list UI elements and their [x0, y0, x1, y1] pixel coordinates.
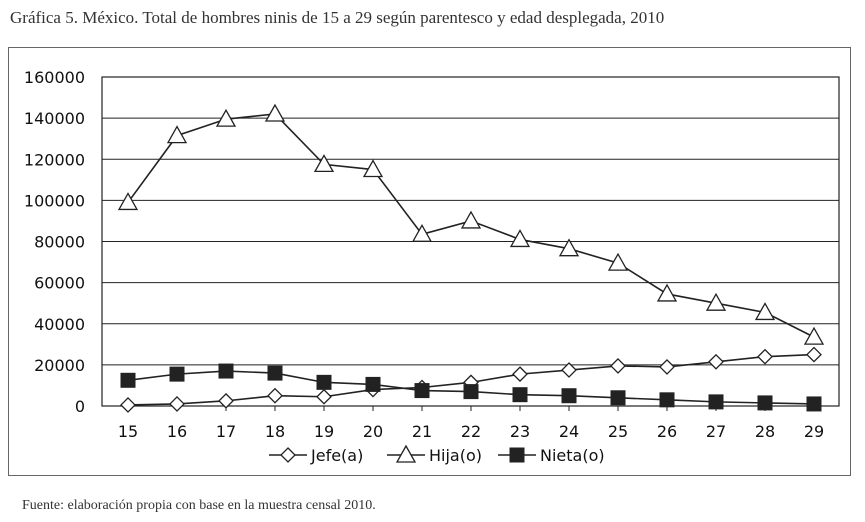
legend-marker	[395, 444, 417, 463]
data-point	[463, 384, 479, 400]
data-point	[512, 387, 528, 403]
data-point	[708, 353, 724, 370]
data-point	[806, 346, 822, 363]
data-point	[117, 192, 139, 211]
data-point	[659, 359, 675, 375]
legend-marker	[509, 447, 525, 463]
x-tick-label: 18	[265, 422, 285, 441]
data-point	[705, 292, 727, 311]
data-point	[757, 348, 773, 365]
data-point	[561, 388, 577, 404]
x-tick-label: 24	[559, 422, 579, 441]
y-tick-label: 140000	[24, 109, 85, 128]
data-point	[561, 362, 577, 378]
data-point	[215, 108, 237, 127]
y-tick-label: 80000	[34, 233, 85, 252]
legend-item: Jefe(a)	[269, 446, 363, 465]
legend: Jefe(a) Hija(o) Nieta(o)	[269, 444, 605, 465]
y-tick-label: 60000	[34, 274, 85, 293]
x-tick-label: 17	[216, 422, 236, 441]
data-point	[558, 238, 580, 257]
legend-item: Hija(o)	[387, 444, 482, 465]
data-point	[166, 125, 188, 144]
data-point	[512, 366, 528, 383]
x-tick-label: 29	[804, 422, 824, 441]
x-tick-label: 22	[461, 422, 481, 441]
y-tick-label: 160000	[24, 68, 85, 87]
data-point	[656, 283, 678, 302]
x-tick-label: 23	[510, 422, 530, 441]
data-point	[610, 390, 626, 406]
data-point	[362, 159, 384, 178]
data-point	[218, 392, 234, 409]
data-point	[264, 103, 286, 122]
x-tick-label: 28	[755, 422, 775, 441]
data-point	[120, 372, 136, 388]
data-point	[757, 395, 773, 411]
data-point	[754, 302, 776, 321]
gridlines	[102, 76, 839, 407]
series-hijao	[117, 103, 825, 345]
data-point	[708, 394, 724, 410]
data-point	[365, 376, 381, 392]
data-point	[414, 383, 430, 399]
x-tick-label: 15	[118, 422, 138, 441]
legend-label: Nieta(o)	[540, 446, 605, 465]
legend-marker	[280, 447, 296, 463]
legend-item: Nieta(o)	[498, 446, 605, 465]
data-point	[313, 154, 335, 173]
data-point	[460, 210, 482, 229]
x-tick-label: 26	[657, 422, 677, 441]
chart-title: Gráfica 5. México. Total de hombres nini…	[10, 8, 665, 27]
y-axis-ticks: 0 20000 40000 60000 80000 100000 120000 140000 1…	[24, 68, 85, 416]
x-tick-label: 25	[608, 422, 628, 441]
y-tick-label: 0	[75, 397, 85, 416]
legend-label: Jefe(a)	[310, 446, 363, 465]
y-tick-label: 20000	[34, 356, 85, 375]
source-note: Fuente: elaboración propia con base en l…	[22, 498, 376, 513]
data-point	[267, 365, 283, 381]
x-tick-label: 20	[363, 422, 383, 441]
x-tick-label: 21	[412, 422, 432, 441]
y-tick-label: 40000	[34, 315, 85, 334]
y-tick-label: 120000	[24, 150, 85, 169]
data-point	[610, 357, 626, 374]
x-tick-label: 19	[314, 422, 334, 441]
x-tick-label: 16	[167, 422, 187, 441]
x-axis-ticks: 15 16 17 18 19 20 21 22 23 24 25 26 27 28 29	[118, 406, 824, 441]
data-point	[316, 388, 332, 405]
data-point	[120, 397, 136, 413]
chart-frame	[8, 47, 851, 476]
data-point	[806, 396, 822, 412]
data-point	[267, 387, 283, 404]
data-point	[169, 396, 185, 412]
legend-label: Hija(o)	[429, 446, 482, 465]
data-point	[169, 366, 185, 382]
data-point	[218, 363, 234, 379]
x-tick-label: 27	[706, 422, 726, 441]
data-point	[411, 223, 433, 242]
series-nietao	[120, 363, 822, 412]
y-tick-label: 100000	[24, 191, 85, 210]
data-point	[607, 252, 629, 271]
data-point	[803, 326, 825, 345]
data-point	[509, 229, 531, 248]
data-point	[316, 374, 332, 390]
series-group	[117, 103, 825, 413]
data-point	[659, 392, 675, 408]
